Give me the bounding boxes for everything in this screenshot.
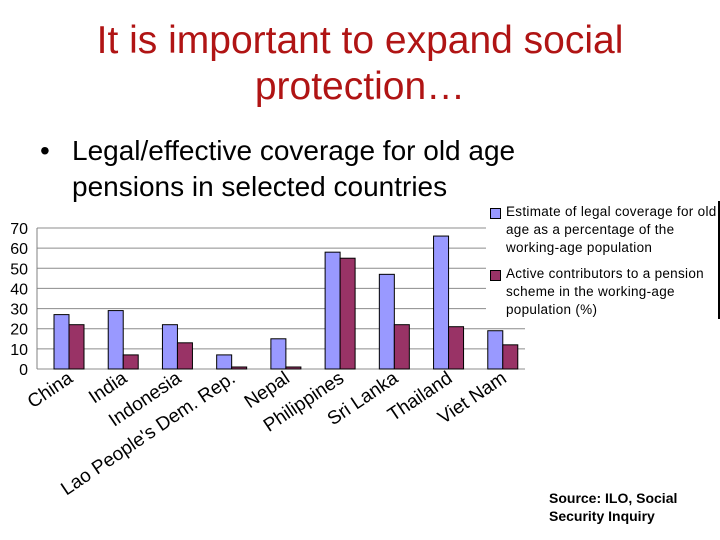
y-tick-label: 70 bbox=[10, 221, 28, 238]
y-tick-label: 60 bbox=[10, 241, 28, 258]
bar-legal-0 bbox=[53, 314, 70, 370]
source-note: Source: ILO, Social Security Inquiry bbox=[549, 490, 678, 524]
legend-swatch-contributors bbox=[490, 270, 501, 281]
bar-legal-7 bbox=[433, 235, 450, 370]
bar-contributors-8 bbox=[502, 344, 519, 370]
y-tick-label: 50 bbox=[10, 261, 28, 278]
y-axis-ticks: 0 10 20 30 40 50 60 70 bbox=[10, 221, 28, 379]
bar-contributors-7 bbox=[448, 326, 465, 370]
legend-item-contributors: Active contributors to a pension scheme … bbox=[490, 265, 718, 319]
chart-bars bbox=[53, 235, 519, 370]
y-tick-label: 20 bbox=[10, 322, 28, 339]
x-tick-label: China bbox=[24, 368, 77, 413]
bar-contributors-6 bbox=[393, 324, 410, 370]
y-tick-label: 40 bbox=[10, 281, 28, 298]
slide-title: It is important to expand social protect… bbox=[96, 19, 624, 108]
bar-legal-8 bbox=[487, 330, 504, 370]
bar-contributors-4 bbox=[285, 366, 302, 370]
chart-legend: Estimate of legal coverage for old age a… bbox=[486, 201, 720, 319]
legend-label-contributors: Active contributors to a pension scheme … bbox=[506, 266, 704, 317]
bullet-point: • Legal/effective coverage for old age p… bbox=[40, 133, 620, 205]
bar-legal-5 bbox=[324, 251, 341, 370]
bar-contributors-5 bbox=[339, 257, 356, 370]
bar-legal-3 bbox=[216, 354, 233, 370]
bar-legal-1 bbox=[107, 310, 124, 370]
bar-legal-2 bbox=[161, 324, 178, 370]
legend-swatch-legal bbox=[490, 208, 501, 219]
bar-legal-6 bbox=[378, 273, 395, 370]
y-tick-label: 10 bbox=[10, 342, 28, 359]
bar-contributors-0 bbox=[68, 324, 85, 370]
bar-contributors-2 bbox=[176, 342, 193, 370]
bar-legal-4 bbox=[270, 338, 287, 370]
bullet-marker: • bbox=[40, 135, 50, 166]
bar-contributors-1 bbox=[122, 354, 139, 370]
y-tick-label: 30 bbox=[10, 302, 28, 319]
legend-item-legal: Estimate of legal coverage for old age a… bbox=[490, 203, 718, 257]
y-tick-label: 0 bbox=[19, 362, 28, 379]
bar-contributors-3 bbox=[231, 366, 248, 370]
bullet-text: Legal/effective coverage for old age pen… bbox=[72, 135, 516, 202]
legend-label-legal: Estimate of legal coverage for old age a… bbox=[506, 204, 717, 255]
